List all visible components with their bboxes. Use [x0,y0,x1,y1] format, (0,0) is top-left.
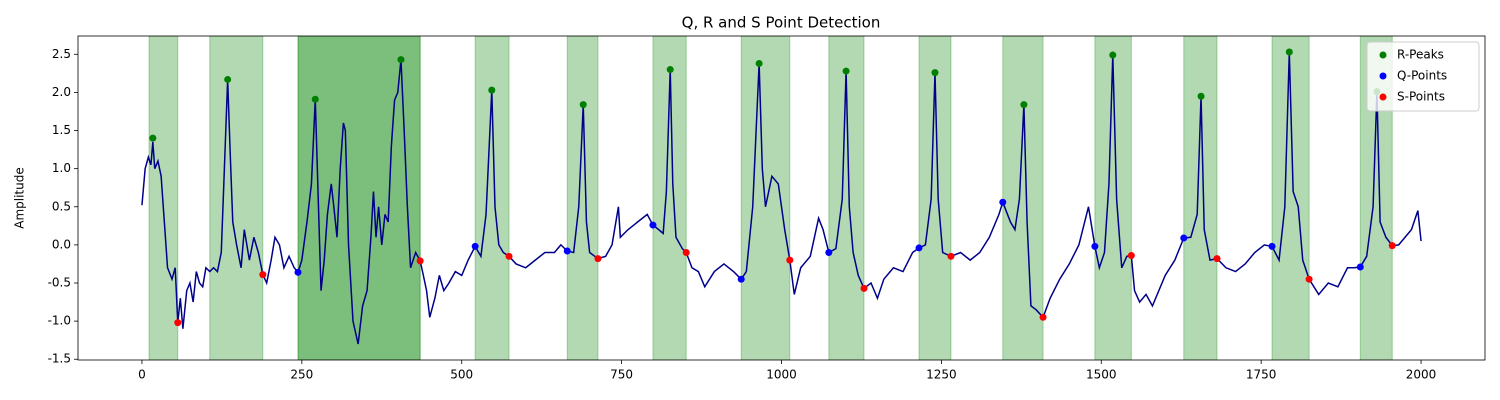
point [1268,242,1276,250]
point [1180,234,1188,242]
point [1020,101,1028,109]
point [397,56,405,64]
x-tick-label: 0 [138,368,146,382]
point [1305,275,1313,283]
point [1127,252,1135,260]
legend-label: S-Points [1397,90,1445,104]
plot-area [141,36,1422,360]
point [947,252,955,260]
highlight-span [209,36,264,360]
y-tick-label: 2.5 [52,47,71,61]
highlight-span [1002,36,1044,360]
x-tick-label: 1500 [1086,368,1117,382]
y-tick-label: -0.5 [48,276,71,290]
signal-line [141,51,1422,345]
x-tick-label: 500 [450,368,473,382]
point [505,252,513,260]
x-tick-label: 1250 [926,368,957,382]
y-tick-label: 0.5 [52,199,71,213]
point [149,134,157,142]
highlight-span [1183,36,1218,360]
point [471,242,479,250]
point [1285,48,1293,56]
point [1091,242,1099,250]
point [594,255,602,263]
point [1388,242,1396,250]
point [737,275,745,283]
highlight-span [566,36,599,360]
legend-marker [1379,72,1387,80]
point [1356,263,1364,271]
y-tick-label: 0.0 [52,237,71,251]
y-tick-label: 2.0 [52,85,71,99]
point [294,268,302,276]
point [842,67,850,75]
point [579,101,587,109]
legend-marker [1379,51,1387,59]
x-tick-label: 1750 [1246,368,1277,382]
y-tick-label: -1.0 [48,314,71,328]
y-tick-label: 1.0 [52,161,71,175]
highlight-span [474,36,510,360]
x-tick-label: 750 [610,368,633,382]
point [649,221,657,229]
point [860,284,868,292]
chart-title: Q, R and S Point Detection [682,14,881,32]
highlight-span [1271,36,1310,360]
x-tick-label: 250 [290,368,313,382]
point [999,198,1007,206]
point [1039,313,1047,321]
point [1213,255,1221,263]
point [259,271,267,279]
point [224,75,232,83]
point [755,59,763,67]
point [174,319,182,327]
point [1109,51,1117,59]
point [416,257,424,265]
point [1197,92,1205,100]
y-tick-label: 1.5 [52,123,71,137]
point [931,69,939,77]
y-tick-label: -1.5 [48,352,71,366]
point [825,249,833,257]
legend-label: Q-Points [1397,69,1447,83]
point [311,95,319,103]
y-axis-label: Amplitude [13,167,27,229]
legend-marker [1379,93,1387,101]
point [563,247,571,255]
x-tick-label: 1000 [766,368,797,382]
point [488,86,496,94]
point [682,249,690,257]
legend-box [1366,41,1480,112]
x-tick-label: 2000 [1406,368,1437,382]
point [666,66,674,74]
point [915,244,923,252]
legend-label: R-Peaks [1397,48,1444,62]
point [786,256,794,264]
